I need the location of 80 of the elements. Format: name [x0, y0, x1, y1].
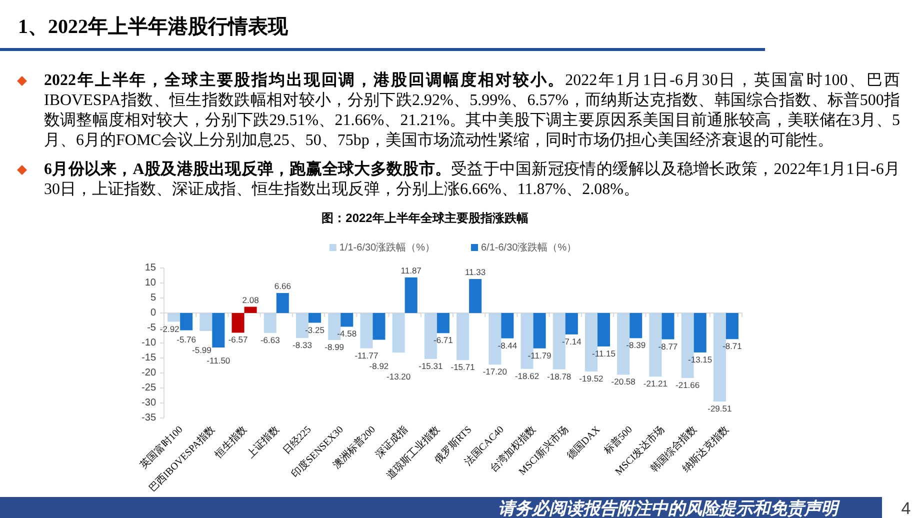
- data-label: -11.50: [206, 355, 230, 366]
- bar: [630, 313, 642, 338]
- data-label: -8.77: [658, 341, 678, 352]
- bar: [340, 313, 354, 327]
- data-label: -8.92: [369, 360, 389, 371]
- bar: [372, 313, 386, 340]
- data-label: -15.31: [418, 360, 443, 371]
- data-label: -2.92: [160, 324, 180, 334]
- data-label: -13.15: [688, 354, 712, 364]
- y-tick-label: -10: [142, 338, 156, 348]
- data-label: -4.58: [337, 328, 357, 339]
- text: 6月份以来，A股及港股出现反弹，跑赢全球大多数股市。受益于中国新冠疫情的缓解以及稳增长政策，2022年1月1日-6月30日，上证指数、深证成指、恒生指数出现反弹，分别上涨6.66%、11.87%、2.08%。: [44, 160, 900, 200]
- y-tick-label: -35: [142, 412, 156, 424]
- bar: [264, 313, 276, 333]
- y-tick-label: -15: [142, 352, 156, 364]
- data-label: -7.14: [562, 336, 582, 346]
- y-tick-label: -30: [142, 398, 156, 408]
- y-tick-label: 5: [150, 292, 156, 304]
- bar: [598, 313, 610, 346]
- bar: [456, 313, 470, 360]
- text: 1、2022年上半年港股行情表现: [18, 16, 289, 38]
- bar: [180, 313, 193, 330]
- y-tick-label: 10: [144, 278, 156, 288]
- bar: [436, 313, 450, 334]
- y-tick-label: -20: [142, 368, 156, 378]
- data-label: 11.33: [464, 267, 486, 278]
- data-label: -11.79: [528, 350, 552, 360]
- data-label: -17.20: [482, 366, 508, 377]
- data-label: -8.44: [498, 340, 518, 350]
- legend-label: 1/1-6/30涨跌幅（%）: [339, 242, 435, 254]
- bar: [726, 313, 738, 340]
- bar: [533, 313, 546, 348]
- data-label: -6.57: [228, 334, 248, 345]
- data-label: 2.08: [242, 294, 260, 305]
- data-label: -6.63: [260, 334, 280, 345]
- data-label: -5.99: [192, 344, 212, 355]
- data-label: -21.66: [676, 380, 700, 390]
- chart-title: 图：2022年上半年全球主要股指涨跌幅: [322, 211, 528, 225]
- data-label: -18.78: [547, 371, 572, 382]
- text: 请务必阅读报告附注中的风险提示和免责声明: [498, 499, 841, 518]
- data-label: -8.39: [626, 340, 646, 350]
- bar: [244, 306, 257, 313]
- bar: [360, 313, 373, 348]
- bar: [200, 313, 212, 331]
- bar: [662, 313, 674, 340]
- data-label: -8.71: [722, 341, 742, 352]
- y-tick-label: -25: [142, 382, 156, 394]
- bar: [565, 313, 578, 334]
- data-label: -15.71: [450, 362, 476, 372]
- data-label: -18.62: [514, 370, 540, 381]
- data-label: -21.21: [643, 378, 668, 389]
- bar: [392, 313, 405, 353]
- bar: [212, 313, 225, 348]
- data-label: -13.20: [386, 371, 411, 382]
- data-label: -8.33: [292, 340, 312, 350]
- data-label: 6.66: [274, 281, 292, 292]
- text: 4: [901, 499, 911, 518]
- bar: [168, 313, 180, 322]
- y-tick-label: 0: [150, 308, 156, 318]
- bar: [694, 313, 706, 352]
- data-label: -5.76: [176, 334, 196, 344]
- data-label: -3.25: [305, 324, 325, 335]
- bar: [308, 313, 322, 323]
- y-tick-label: -5: [147, 322, 156, 334]
- bar: [404, 277, 418, 313]
- data-label: -11.15: [592, 348, 616, 358]
- text: 2022年上半年，全球主要股指均出现回调，港股回调幅度相对较小。2022年1月1日-6月30日，英国富时100、巴西IBOVESPA指数、恒生指数跌幅相对较小，分别下跌2.92%、5.99%、6.57%，而纳斯达克指数、韩国综合指数、标普500指数调整幅度相对较大，分别下跌29.51%、21.66%、21.21%。其中美股下调主要原因系美国目前通胀较高，美联储在3月、5月、6月的FOMC会议上分别加息25、50、75bp，美国市场流动性紧缩，同时市场仍担心美国经济衰退的可能性。: [44, 71, 900, 151]
- y-tick-label: 15: [144, 262, 156, 274]
- data-label: -29.51: [708, 404, 732, 414]
- data-label: -19.52: [579, 374, 604, 384]
- data-label: -20.58: [611, 376, 636, 387]
- bar: [232, 313, 244, 333]
- bar: [469, 279, 482, 313]
- data-label: -8.99: [324, 342, 344, 352]
- legend-label: 6/1-6/30涨跌幅（%）: [481, 242, 577, 254]
- data-label: -11.77: [354, 350, 378, 360]
- bar: [276, 293, 289, 313]
- data-label: -6.71: [434, 335, 454, 346]
- data-label: 11.87: [400, 265, 422, 276]
- bar: [501, 313, 514, 338]
